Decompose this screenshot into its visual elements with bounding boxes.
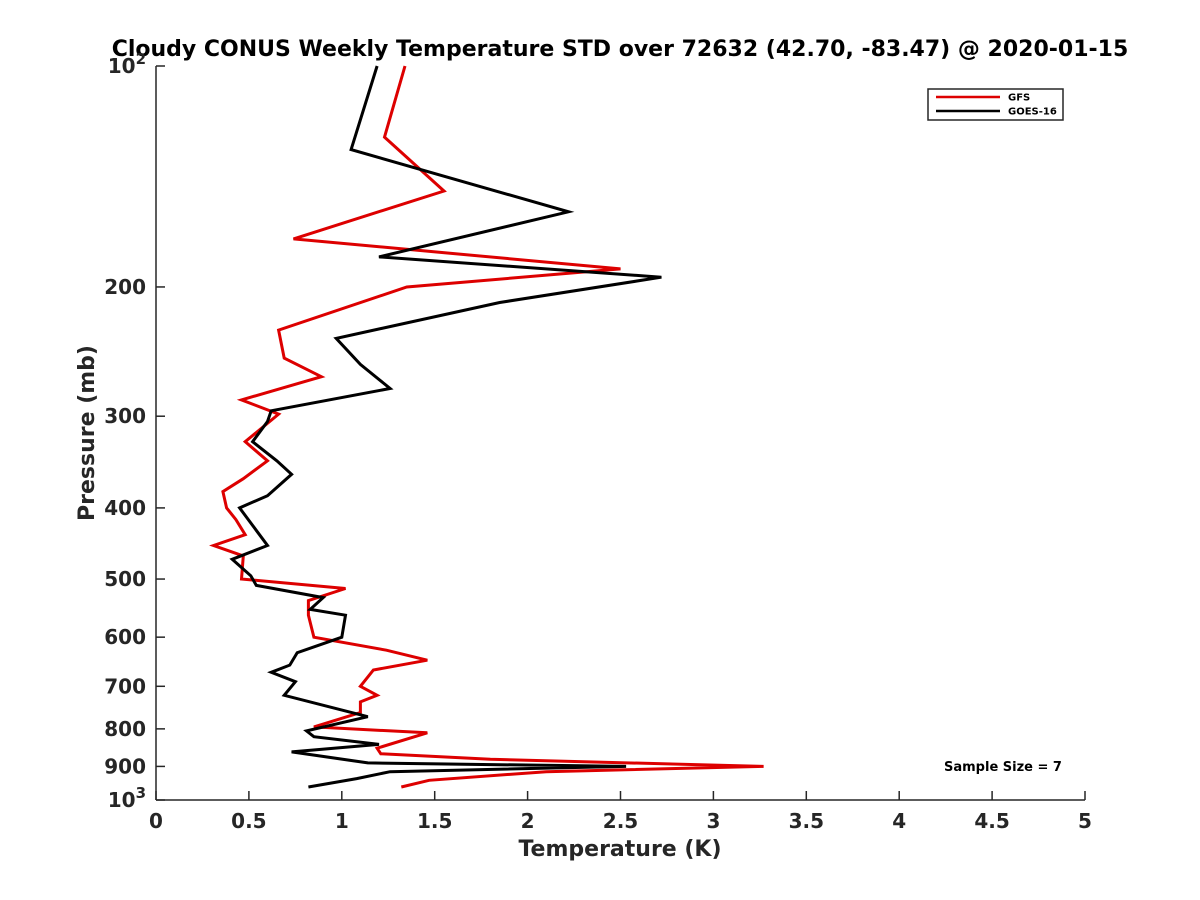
x-tick-label: 2 [521,809,535,833]
x-tick-label: 1 [335,809,349,833]
legend-label: GOES-16 [1008,107,1057,118]
x-tick-label: 0 [149,809,163,833]
sample-size-annotation: Sample Size = 7 [944,760,1062,775]
y-tick-label: 600 [104,625,146,649]
legend: GFS GOES-16 [927,88,1064,121]
y-tick-label: 300 [104,404,146,428]
y-tick-label: 102 [108,50,146,78]
legend-box [927,88,1064,121]
y-tick-label: 900 [104,754,146,778]
y-axis-label: Pressure (mb) [75,345,100,521]
series-layer [209,65,764,789]
x-tick-label: 4 [892,809,906,833]
x-tick-label: 1.5 [417,809,452,833]
y-tick-label: 400 [104,496,146,520]
x-tick-label: 3.5 [789,809,824,833]
x-tick-label: 5 [1078,809,1092,833]
legend-label: GFS [1008,93,1030,104]
chart-title: Cloudy CONUS Weekly Temperature STD over… [112,37,1129,62]
y-tick-label: 200 [104,275,146,299]
x-tick-label: 4.5 [974,809,1009,833]
y-tick-label: 500 [104,567,146,591]
y-tick-label: 103 [108,784,146,812]
x-axis-label: Temperature (K) [518,837,721,862]
x-tick-label: 3 [706,809,720,833]
y-tick-label: 800 [104,717,146,741]
series-line-goes-16 [229,65,662,789]
x-tick-label: 0.5 [231,809,266,833]
series-line-gfs [209,65,764,789]
y-tick-label: 700 [104,674,146,698]
x-tick-label: 2.5 [603,809,638,833]
axes: 0 0.5 1 1.5 2 2.5 3 3.5 4 4.5 5 102 200 300 400 500 600 7… [104,50,1092,833]
